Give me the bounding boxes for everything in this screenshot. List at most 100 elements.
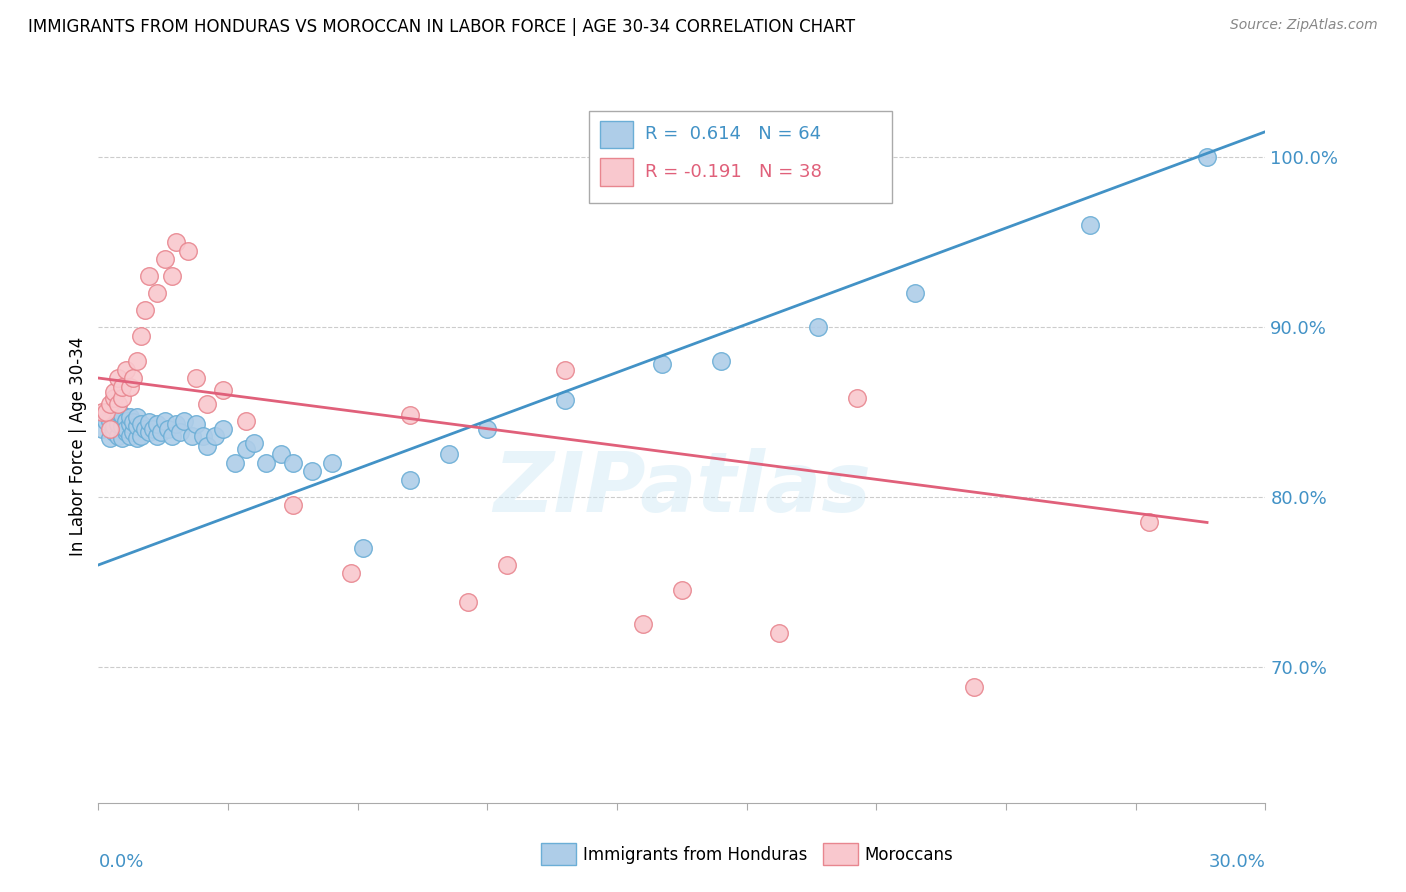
Point <box>96 405 118 419</box>
Point <box>103 425 125 440</box>
Point <box>195 439 218 453</box>
Point <box>98 413 121 427</box>
Point <box>129 429 152 443</box>
Point <box>103 384 125 399</box>
Point <box>321 456 343 470</box>
Point <box>495 558 517 572</box>
Point <box>118 417 141 431</box>
Text: 30.0%: 30.0% <box>1209 853 1265 871</box>
FancyBboxPatch shape <box>600 159 633 186</box>
Point <box>103 422 125 436</box>
Text: Moroccans: Moroccans <box>865 846 953 863</box>
Point <box>138 269 160 284</box>
Point <box>138 425 160 440</box>
Point <box>281 456 304 470</box>
Point <box>184 371 207 385</box>
Point <box>91 422 114 436</box>
Text: Source: ZipAtlas.com: Source: ZipAtlas.com <box>1230 18 1378 32</box>
Text: 0.0%: 0.0% <box>98 853 143 871</box>
Point <box>127 410 149 425</box>
Point <box>153 252 176 266</box>
Point <box>352 541 374 555</box>
Point <box>98 430 121 444</box>
Text: IMMIGRANTS FROM HONDURAS VS MOROCCAN IN LABOR FORCE | AGE 30-34 CORRELATION CHAR: IMMIGRANTS FROM HONDURAS VS MOROCCAN IN … <box>28 18 855 36</box>
Point <box>122 415 145 429</box>
Point <box>107 429 129 443</box>
Point <box>129 417 152 431</box>
Point <box>114 413 136 427</box>
Point <box>1137 516 1160 530</box>
Point <box>807 320 830 334</box>
Point <box>477 422 499 436</box>
Point <box>340 566 363 581</box>
Point <box>710 354 733 368</box>
Point <box>962 680 984 694</box>
Point <box>398 409 420 423</box>
Point <box>134 303 156 318</box>
Point <box>98 396 121 410</box>
Point <box>243 435 266 450</box>
Point <box>153 413 176 427</box>
Point <box>103 392 125 406</box>
Point <box>457 595 479 609</box>
Point <box>114 422 136 436</box>
Point <box>122 371 145 385</box>
Point <box>134 422 156 436</box>
Point <box>254 456 277 470</box>
Point <box>111 392 134 406</box>
Point <box>651 358 673 372</box>
Point <box>107 405 129 419</box>
Point <box>91 405 114 419</box>
Point <box>270 448 292 462</box>
Point <box>157 422 180 436</box>
Point <box>127 354 149 368</box>
Point <box>162 429 184 443</box>
Point <box>146 286 169 301</box>
Point <box>1195 150 1218 164</box>
Point <box>118 379 141 393</box>
FancyBboxPatch shape <box>600 120 633 148</box>
Text: Immigrants from Honduras: Immigrants from Honduras <box>583 846 808 863</box>
Point <box>127 430 149 444</box>
Point <box>169 425 191 440</box>
Point <box>184 417 207 431</box>
Point <box>212 383 235 397</box>
Text: ZIPatlas: ZIPatlas <box>494 449 870 529</box>
Point <box>180 429 202 443</box>
Point <box>631 617 654 632</box>
Point <box>235 442 257 457</box>
Point <box>149 425 172 440</box>
Point <box>111 418 134 433</box>
Point <box>845 392 868 406</box>
Point <box>114 425 136 440</box>
Point <box>122 425 145 440</box>
Point <box>193 429 215 443</box>
Point <box>107 396 129 410</box>
Point <box>107 371 129 385</box>
Point <box>904 286 927 301</box>
Point <box>195 396 218 410</box>
Point <box>768 626 790 640</box>
Point <box>165 235 187 249</box>
Point <box>111 430 134 444</box>
Point <box>165 417 187 431</box>
Point <box>98 422 121 436</box>
Point <box>114 362 136 376</box>
Point <box>162 269 184 284</box>
Point <box>437 448 460 462</box>
FancyBboxPatch shape <box>589 111 891 203</box>
Point <box>301 465 323 479</box>
Point <box>107 417 129 431</box>
Point <box>146 429 169 443</box>
Point <box>118 410 141 425</box>
Point <box>212 422 235 436</box>
Y-axis label: In Labor Force | Age 30-34: In Labor Force | Age 30-34 <box>69 336 87 556</box>
Point <box>118 429 141 443</box>
Point <box>554 362 576 376</box>
Point <box>398 473 420 487</box>
Point <box>96 413 118 427</box>
Point <box>129 328 152 343</box>
Point <box>127 418 149 433</box>
Point <box>142 422 165 436</box>
Point <box>111 409 134 423</box>
